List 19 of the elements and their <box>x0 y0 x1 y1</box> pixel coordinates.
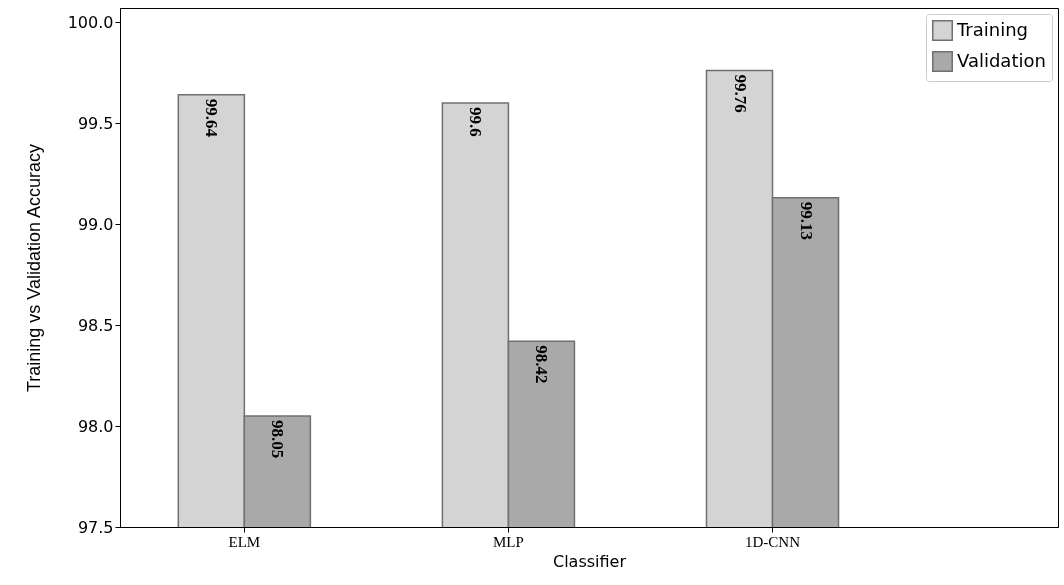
x-tick-label: ELM <box>228 533 261 550</box>
y-tick-label: 100.0 <box>67 12 114 32</box>
y-tick-label: 98.5 <box>77 315 114 335</box>
data-label: 99.13 <box>796 201 816 241</box>
y-tick-label: 99.0 <box>77 214 114 234</box>
legend-label: Training <box>956 18 1029 40</box>
legend-label: Validation <box>957 49 1046 71</box>
x-axis-title: Classifier <box>552 551 627 571</box>
data-label: 99.76 <box>730 74 750 113</box>
y-tick-label: 97.5 <box>77 517 114 537</box>
data-label: 99.6 <box>466 106 486 137</box>
y-tick-label: 99.5 <box>77 113 114 133</box>
x-tick-label: MLP <box>493 533 524 550</box>
x-tick-label: 1D-CNN <box>745 533 801 550</box>
data-label: 98.42 <box>532 345 552 384</box>
data-label: 98.05 <box>268 419 288 459</box>
y-tick-label: 98.0 <box>77 416 114 436</box>
y-axis-title: Training vs Validation Accuracy <box>23 143 44 393</box>
data-label: 99.64 <box>202 98 222 138</box>
